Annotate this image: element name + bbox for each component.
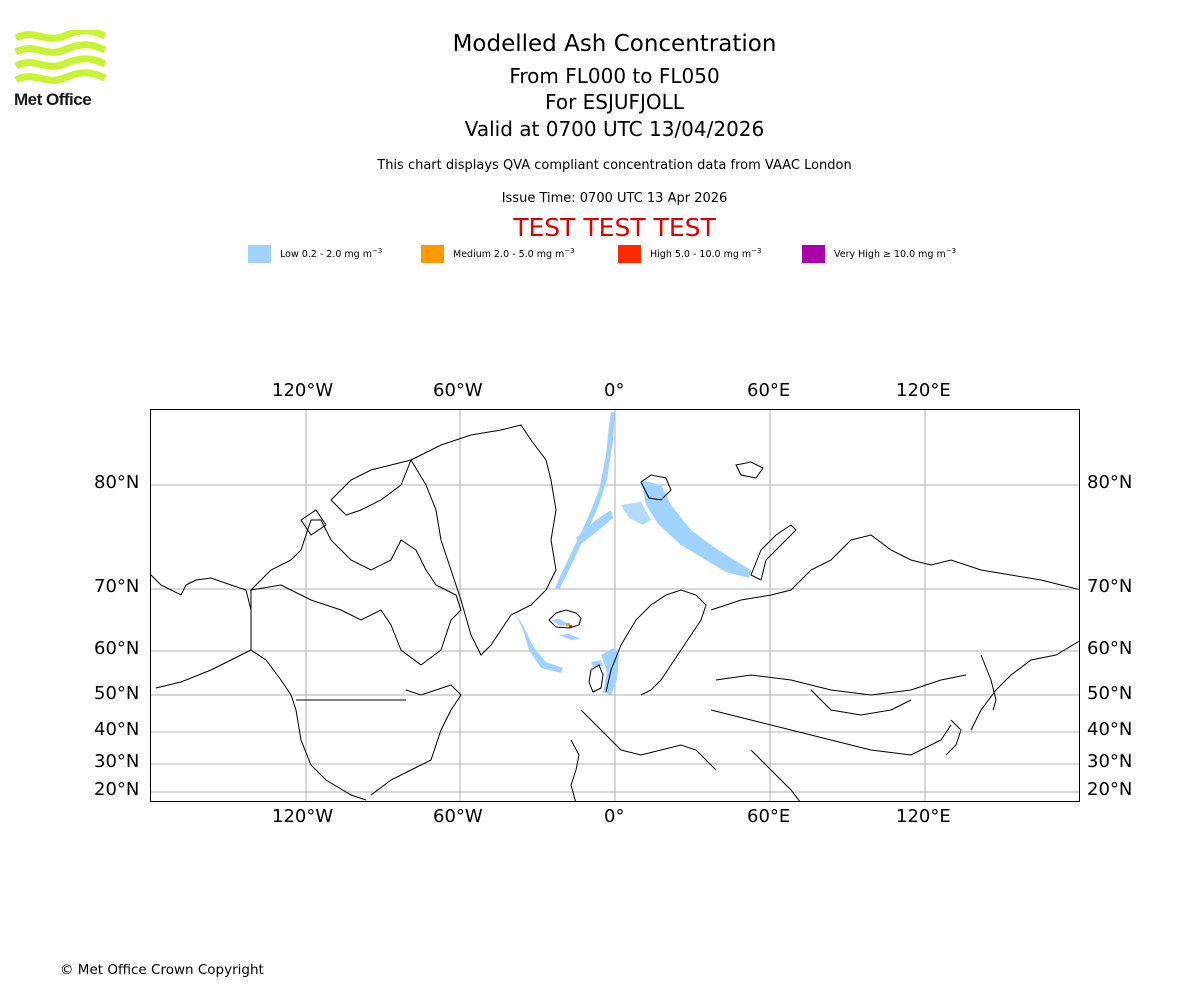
lat-label-right-20n: 20°N (1087, 779, 1133, 800)
lon-label-bottom-120e: 120°E (896, 806, 951, 827)
ash-medium-concentration (566, 623, 570, 626)
lon-label-bottom-120w: 120°W (272, 806, 334, 827)
lon-label-bottom-60w: 60°W (433, 806, 483, 827)
map-canvas (151, 410, 1079, 801)
lon-label-top-120w: 120°W (272, 380, 334, 401)
legend-swatch-high (618, 244, 641, 263)
legend-swatch-low (248, 244, 271, 263)
legend-swatch-medium (421, 244, 444, 263)
legend-label-very-high: Very High ≥ 10.0 mg m (834, 249, 946, 260)
lat-label-right-60n: 60°N (1087, 638, 1133, 659)
lat-label-left-30n: 30°N (94, 751, 140, 772)
legend-item-very-high: Very High ≥ 10.0 mg m−3 (802, 244, 956, 263)
lon-label-bottom-60e: 60°E (747, 806, 791, 827)
chart-description: This chart displays QVA compliant concen… (377, 158, 852, 173)
lat-label-left-70n: 70°N (94, 576, 140, 597)
test-banner: TEST TEST TEST (513, 213, 716, 242)
ash-low-concentration (516, 412, 751, 695)
copyright: © Met Office Crown Copyright (60, 962, 264, 978)
legend-item-high: High 5.0 - 10.0 mg m−3 (618, 244, 762, 263)
legend-label-low: Low 0.2 - 2.0 mg m (280, 249, 372, 260)
gridlines (151, 410, 1079, 801)
met-office-wave-icon (14, 27, 107, 84)
issue-time: Issue Time: 0700 UTC 13 Apr 2026 (501, 191, 728, 206)
flight-level-range: From FL000 to FL050 (509, 64, 720, 88)
lon-label-top-60e: 60°E (747, 380, 791, 401)
legend-item-medium: Medium 2.0 - 5.0 mg m−3 (421, 244, 575, 263)
legend-label-medium: Medium 2.0 - 5.0 mg m (453, 249, 565, 260)
lat-label-left-20n: 20°N (94, 779, 140, 800)
lat-label-left-40n: 40°N (94, 719, 140, 740)
volcano-name: For ESJUFJOLL (545, 90, 684, 114)
lon-label-top-120e: 120°E (896, 380, 951, 401)
ash-high-concentration (569, 625, 572, 628)
lat-label-left-50n: 50°N (94, 683, 140, 704)
lat-label-right-50n: 50°N (1087, 683, 1133, 704)
lat-label-right-40n: 40°N (1087, 719, 1133, 740)
ash-concentration-map[interactable] (150, 409, 1080, 802)
lat-label-right-80n: 80°N (1087, 472, 1133, 493)
lat-label-left-80n: 80°N (94, 472, 140, 493)
lon-label-bottom-0: 0° (604, 806, 625, 827)
lon-label-top-60w: 60°W (433, 380, 483, 401)
legend-item-low: Low 0.2 - 2.0 mg m−3 (248, 244, 382, 263)
lon-label-top-0: 0° (604, 380, 625, 401)
valid-time: Valid at 0700 UTC 13/04/2026 (464, 117, 765, 141)
chart-title: Modelled Ash Concentration (452, 31, 777, 57)
lat-label-left-60n: 60°N (94, 638, 140, 659)
met-office-logo: Met Office (14, 27, 107, 112)
coastlines (151, 424, 1079, 801)
lat-label-right-30n: 30°N (1087, 751, 1133, 772)
legend-label-high: High 5.0 - 10.0 mg m (650, 249, 752, 260)
logo-text: Met Office (14, 90, 92, 109)
lat-label-right-70n: 70°N (1087, 576, 1133, 597)
legend-swatch-very-high (802, 244, 825, 263)
